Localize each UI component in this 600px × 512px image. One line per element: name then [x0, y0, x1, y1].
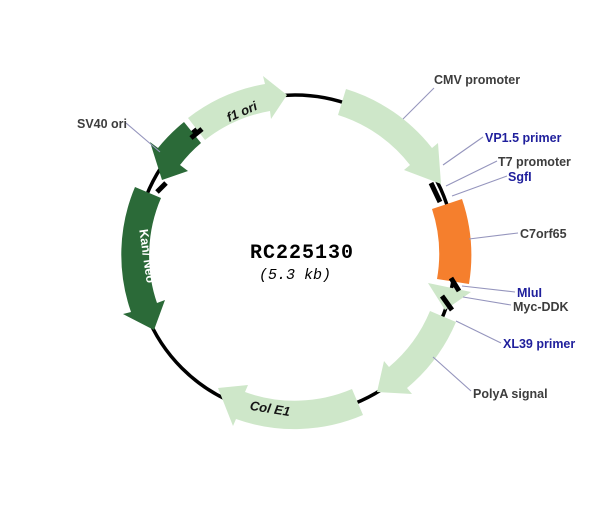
label-cmv-promoter: CMV promoter	[434, 73, 520, 87]
tick-mlui-site	[448, 276, 462, 293]
label-polya-signal: PolyA signal	[473, 387, 548, 401]
tick-sv40-f1ori-junction	[189, 127, 204, 140]
label-mlui: MluI	[517, 286, 542, 300]
label-c7orf65: C7orf65	[520, 227, 567, 241]
leader-polya-signal	[432, 356, 472, 392]
tick-kanneo-sv40-junction	[155, 181, 168, 194]
leader-myc-ddk	[462, 296, 512, 306]
plasmid-name: RC225130	[250, 242, 354, 265]
label-t7-promoter: T7 promoter	[498, 155, 571, 169]
center-title: RC225130 (5.3 kb)	[250, 242, 354, 284]
label-vp15-primer: VP1.5 primer	[485, 131, 562, 145]
feature-c7orf65-orf	[432, 199, 472, 284]
leader-xl39-primer	[455, 320, 502, 344]
tick-mycddk-polya-junction	[439, 294, 455, 312]
feature-kan-neo	[121, 187, 165, 330]
label-sgfi: SgfI	[508, 170, 532, 184]
leader-vp15-primer	[442, 136, 484, 166]
feature-cmv-promoter	[338, 89, 441, 184]
leader-mlui	[461, 285, 516, 293]
feature-col-e1	[218, 385, 363, 430]
arc-label-col-e1: Col E1	[249, 398, 291, 419]
leader-c7orf65	[468, 232, 519, 240]
feature-f1-ori	[188, 76, 287, 140]
callout-labels: CMV promoter VP1.5 primer T7 promoter Sg…	[77, 73, 575, 401]
leader-lines	[125, 87, 519, 392]
plasmid-size: (5.3 kb)	[259, 267, 331, 284]
feature-polya-signal	[377, 311, 456, 394]
leader-sv40-ori	[125, 122, 161, 153]
feature-arcs	[121, 76, 472, 430]
junction-ticks	[155, 127, 462, 312]
tick-sgfi-site	[428, 181, 443, 204]
label-myc-ddk: Myc-DDK	[513, 300, 569, 314]
label-sv40-ori: SV40 ori	[77, 117, 127, 131]
label-xl39-primer: XL39 primer	[503, 337, 575, 351]
leader-sgfi	[451, 175, 508, 197]
feature-sv40-ori	[150, 122, 201, 180]
leader-cmv-promoter	[402, 87, 435, 120]
leader-t7-promoter	[445, 160, 498, 187]
